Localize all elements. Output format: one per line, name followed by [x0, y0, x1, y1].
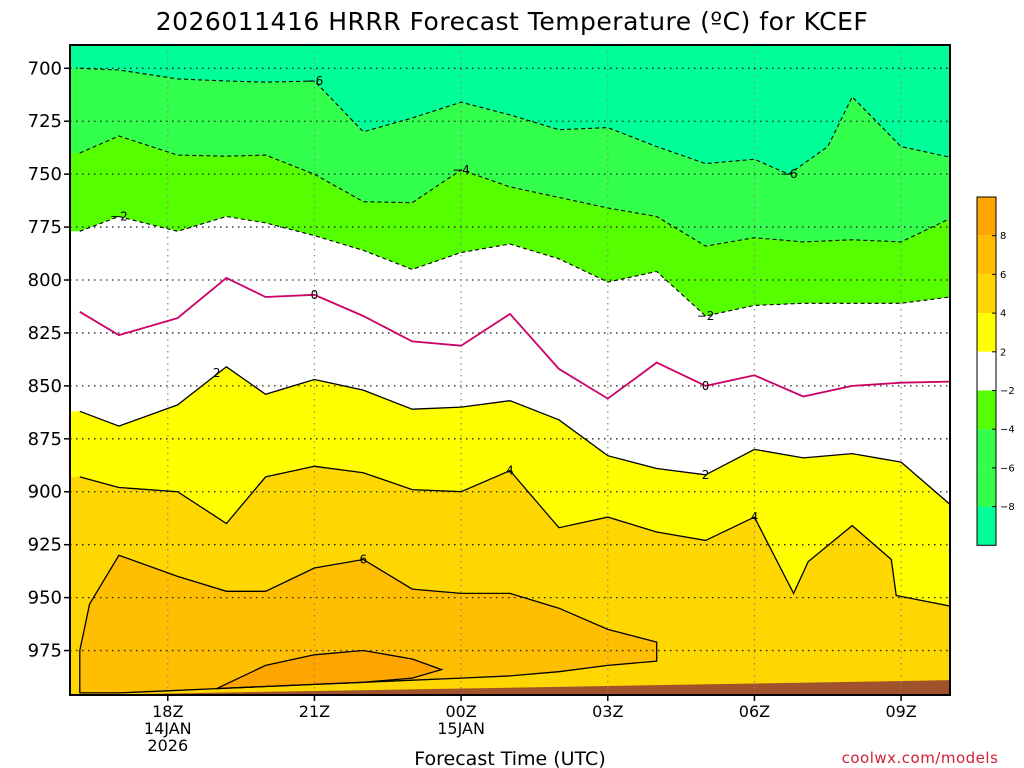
- x-axis-label: Forecast Time (UTC): [414, 748, 605, 768]
- contour-lines: [79, 67, 950, 694]
- x-tick-label: 09Z: [885, 702, 916, 721]
- colorbar-tick-label: −2: [1000, 386, 1015, 397]
- x-tick-label: 2026: [147, 736, 188, 755]
- colorbar-tick-label: −4: [1000, 425, 1015, 436]
- x-tick-label: 21Z: [299, 702, 330, 721]
- contour-label: −2: [110, 209, 128, 223]
- contour-label: −4: [452, 163, 470, 177]
- contour-label: 0: [702, 379, 710, 393]
- x-tick-label: 14JAN: [144, 719, 192, 738]
- x-tick-label: 15JAN: [437, 719, 485, 738]
- contour-label: −6: [780, 167, 798, 181]
- colorbar-frame: [976, 196, 997, 546]
- contour-label: −2: [697, 309, 715, 323]
- contour-line: [216, 649, 444, 690]
- y-tick-label: 725: [28, 111, 62, 132]
- contour-label: −6: [306, 74, 324, 88]
- colorbar-tick-label: −6: [1000, 463, 1015, 474]
- contour-line: [79, 365, 950, 505]
- contour-line: [79, 276, 950, 400]
- y-tick-label: 925: [28, 535, 62, 556]
- contour-label: 0: [311, 288, 319, 302]
- colorbar-tick-label: 2: [1000, 347, 1006, 358]
- colorbar-segment: [977, 506, 996, 546]
- colorbar-segment: [977, 467, 996, 507]
- region-above-8: [216, 650, 442, 689]
- region-6-to-8: [79, 555, 657, 693]
- colorbar-segment: [977, 313, 996, 352]
- x-tick-label: 00Z: [445, 702, 476, 721]
- colorbar-tick-label: 6: [1000, 270, 1006, 281]
- y-axis: 700 725 750 775 800 825 850 875 900 925 950 975: [28, 58, 70, 662]
- colorbar-segment: [977, 429, 996, 468]
- colorbar-segment: [977, 274, 996, 314]
- colorbar-segment: [977, 390, 996, 430]
- contour-line: [79, 135, 950, 247]
- y-tick-label: 775: [28, 217, 62, 238]
- x-tick-label: 03Z: [592, 702, 623, 721]
- contour-label: 4: [506, 464, 514, 478]
- y-tick-label: 900: [28, 482, 62, 503]
- colorbar-tick-label: 8: [1000, 231, 1006, 242]
- x-tick-label: 18Z: [152, 702, 183, 721]
- credit-text: coolwx.com/models: [842, 749, 999, 767]
- colorbar: 8 6 4 2 −2 −4 −6 −8: [976, 196, 1015, 546]
- y-tick-label: 750: [28, 164, 62, 185]
- plot-area: [70, 45, 950, 695]
- colorbar-segment: [977, 197, 996, 236]
- colorbar-segment: [977, 351, 996, 391]
- contour-label: 2: [213, 366, 221, 380]
- contour-label: 4: [751, 510, 759, 524]
- x-tick-label: 06Z: [739, 702, 770, 721]
- y-tick-label: 825: [28, 323, 62, 344]
- colorbar-segment: [977, 235, 996, 275]
- colorbar-tick-label: 4: [1000, 309, 1006, 320]
- contour-labels: −6 −6 −4 −2 −2 0 0 2 2 4 4 6: [110, 74, 797, 567]
- contour-line: [79, 67, 950, 175]
- y-tick-label: 800: [28, 270, 62, 291]
- y-tick-label: 850: [28, 376, 62, 397]
- contour-label: 2: [702, 468, 710, 482]
- ground-surface: [70, 680, 950, 695]
- contour-label: 6: [360, 552, 368, 566]
- y-tick-label: 700: [28, 58, 62, 79]
- y-tick-label: 950: [28, 588, 62, 609]
- contour-line: [79, 215, 950, 317]
- y-tick-label: 975: [28, 641, 62, 662]
- plot-frame: [69, 44, 951, 696]
- gridlines: [70, 45, 950, 695]
- y-tick-label: 875: [28, 429, 62, 450]
- chart-title: 2026011416 HRRR Forecast Temperature (ºC…: [156, 7, 869, 36]
- colorbar-tick-label: −8: [1000, 502, 1015, 513]
- contour-line: [79, 465, 950, 607]
